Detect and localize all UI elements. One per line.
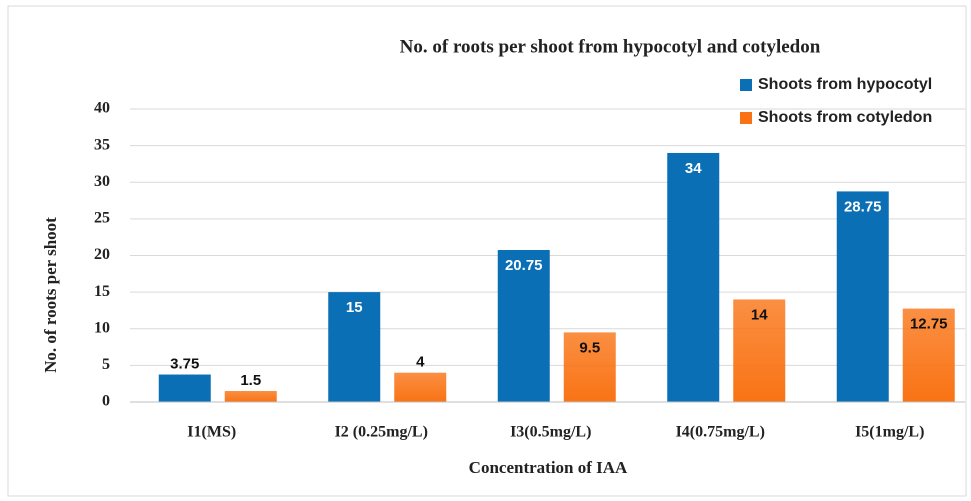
x-tick-label: I4(0.75mg/L) xyxy=(676,424,765,441)
data-label: 9.5 xyxy=(579,339,600,356)
y-tick-label: 25 xyxy=(94,210,110,227)
bar xyxy=(328,292,381,402)
legend-swatch xyxy=(740,79,752,91)
legend-label: Shoots from hypocotyl xyxy=(758,76,932,93)
data-label: 20.75 xyxy=(505,257,543,274)
y-tick-label: 0 xyxy=(102,393,110,410)
chart-border xyxy=(7,5,967,497)
y-tick-label: 35 xyxy=(94,136,110,153)
bar xyxy=(836,191,889,402)
chart-title: No. of roots per shoot from hypocotyl an… xyxy=(400,36,821,57)
x-tick-label: I1(MS) xyxy=(187,424,236,441)
y-tick-label: 10 xyxy=(94,319,110,336)
bar xyxy=(394,372,447,402)
y-tick-label: 15 xyxy=(94,283,110,300)
y-tick-label: 30 xyxy=(94,173,110,190)
data-label: 14 xyxy=(751,306,768,323)
data-label: 3.75 xyxy=(170,356,199,373)
x-tick-label: I3(0.5mg/L) xyxy=(510,424,591,441)
bar xyxy=(563,332,616,402)
data-label: 28.75 xyxy=(844,198,882,215)
bar xyxy=(158,374,211,402)
x-axis-label: Concentration of IAA xyxy=(469,458,628,477)
data-label: 12.75 xyxy=(910,316,948,333)
y-tick-label: 40 xyxy=(94,100,110,117)
y-tick-label: 20 xyxy=(94,246,110,263)
x-tick-label: I2 (0.25mg/L) xyxy=(335,424,428,441)
data-label: 34 xyxy=(685,160,702,177)
bar xyxy=(667,152,720,402)
bar xyxy=(902,308,955,402)
data-label: 1.5 xyxy=(240,372,261,389)
y-tick-label: 5 xyxy=(102,356,110,373)
legend-swatch xyxy=(740,112,752,124)
x-tick-label: I5(1mg/L) xyxy=(855,424,924,441)
data-label: 15 xyxy=(346,299,363,316)
legend-label: Shoots from cotyledon xyxy=(758,109,932,126)
bar xyxy=(733,299,786,402)
bar xyxy=(497,250,550,402)
data-label: 4 xyxy=(416,354,425,371)
bar xyxy=(224,391,277,402)
y-axis-label: No. of roots per shoot xyxy=(41,217,60,373)
